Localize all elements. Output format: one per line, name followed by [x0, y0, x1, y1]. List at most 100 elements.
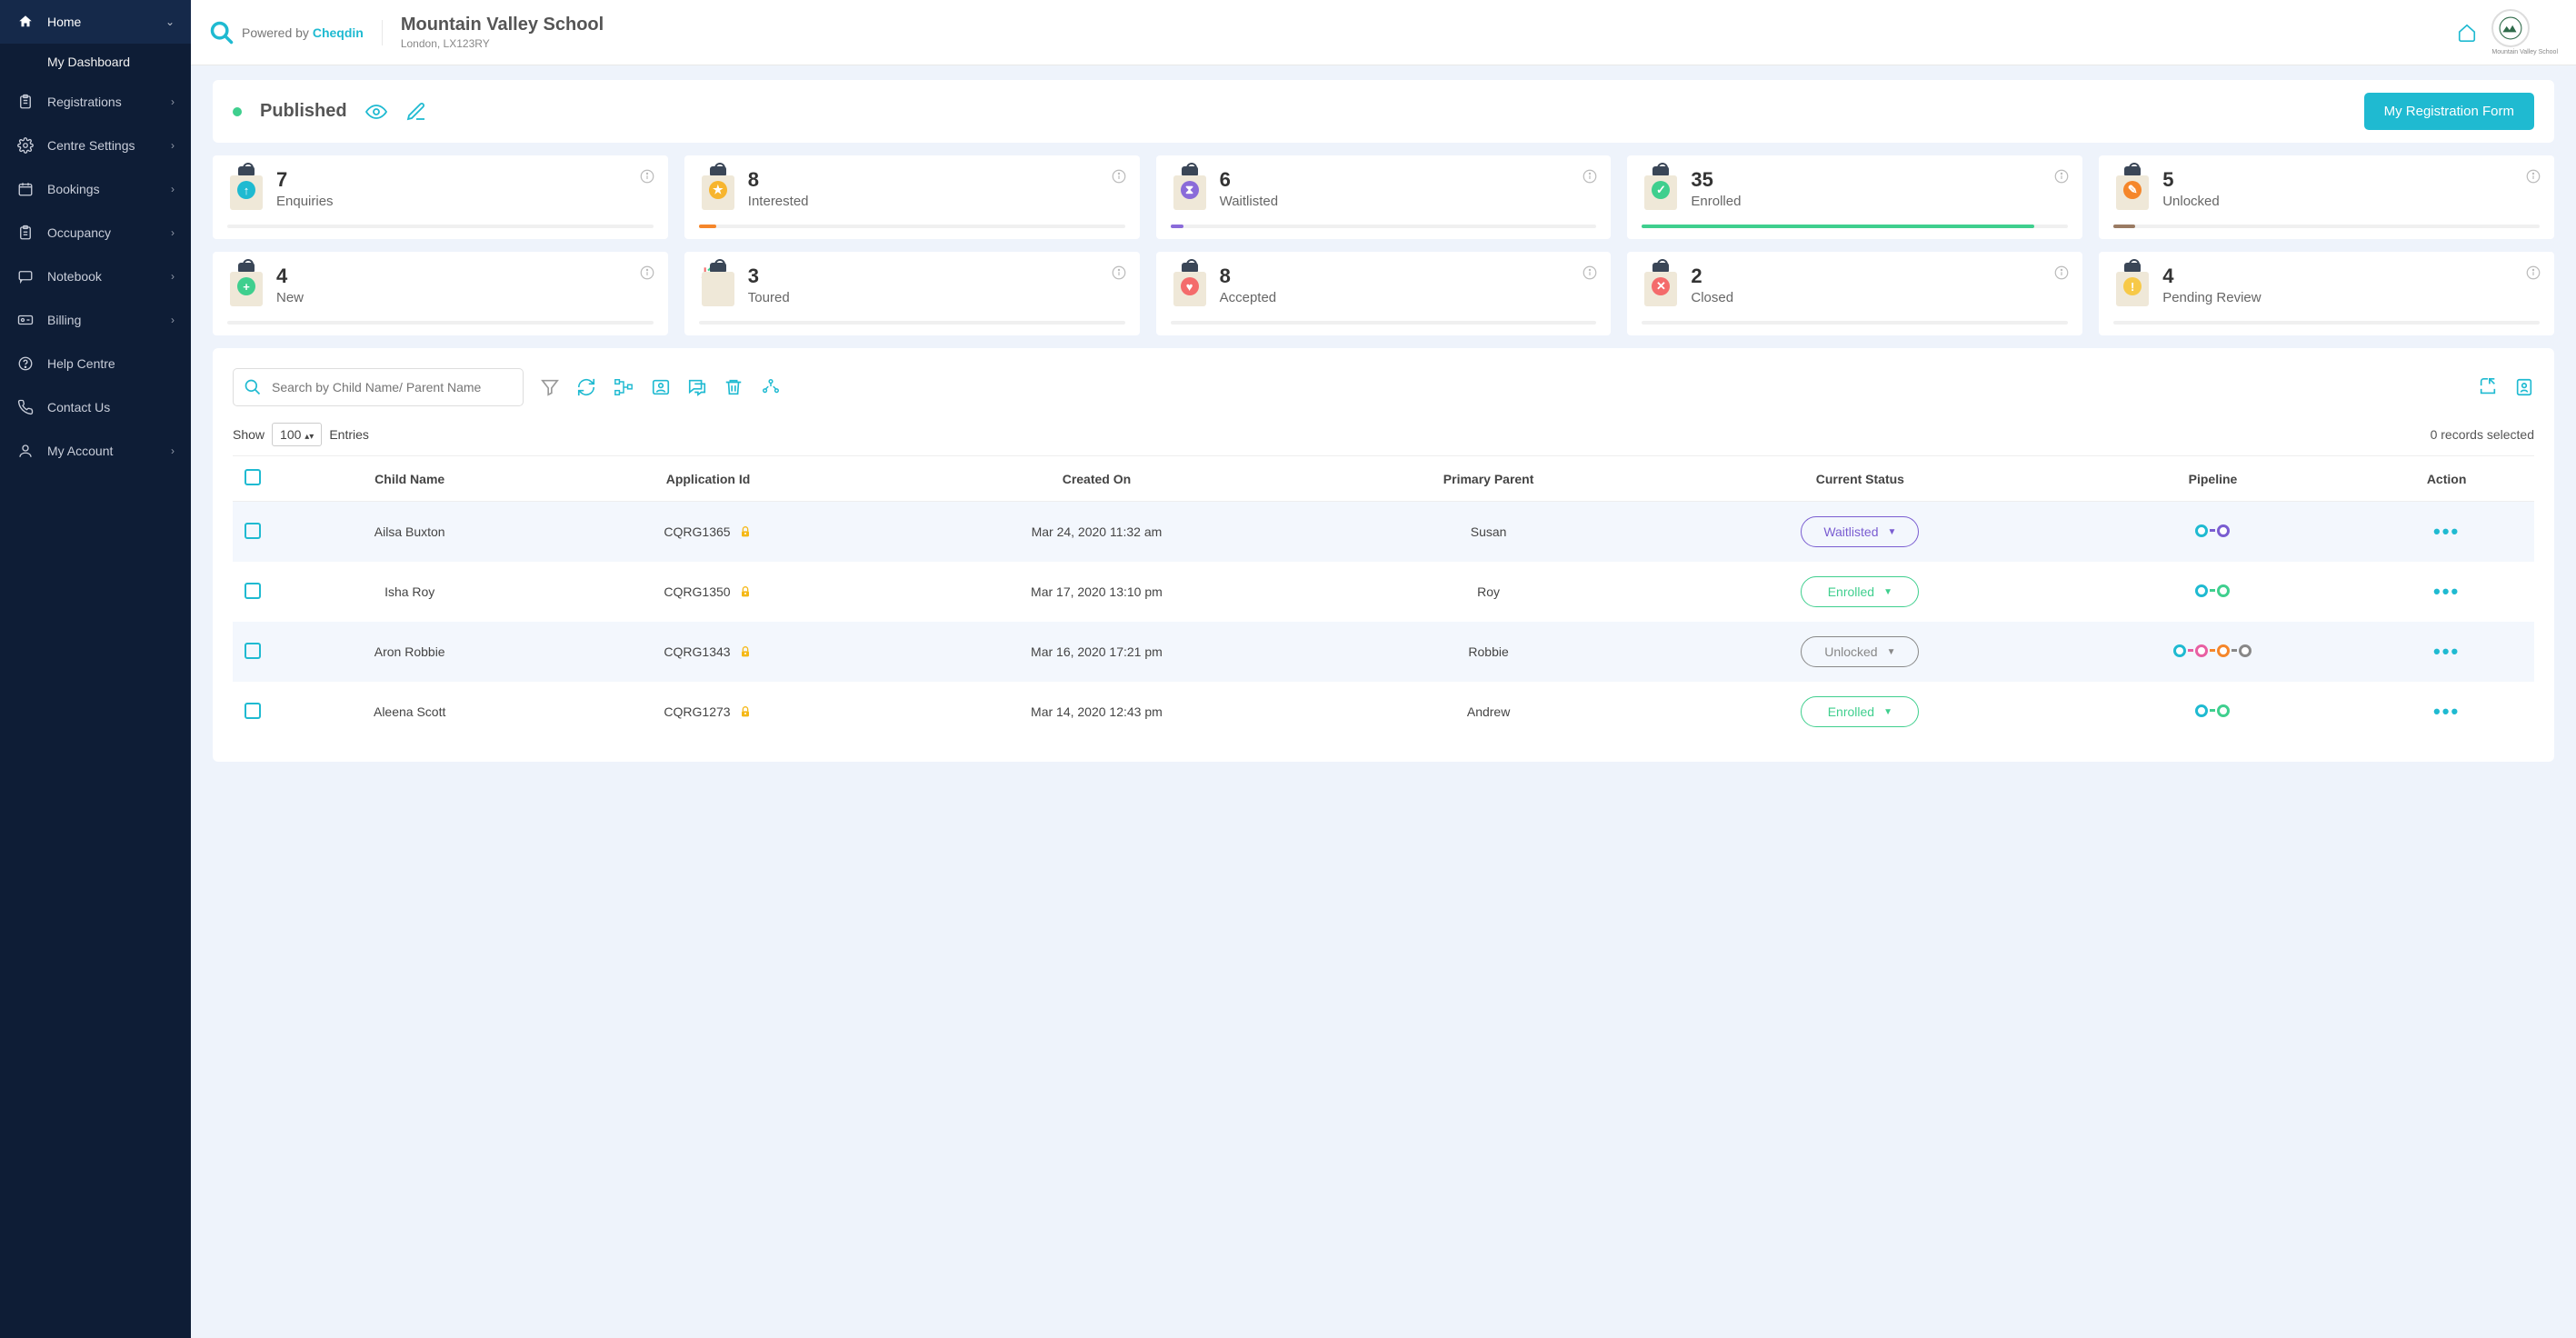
stat-count: 3 — [748, 265, 790, 288]
stat-count: 2 — [1691, 265, 1733, 288]
sidebar-item-help-centre[interactable]: Help Centre — [0, 342, 191, 385]
sidebar-item-label: Bookings — [47, 182, 100, 196]
profile-icon[interactable] — [2514, 377, 2534, 397]
sidebar-item-bookings[interactable]: Bookings › — [0, 167, 191, 211]
row-actions-button[interactable]: ••• — [2433, 580, 2460, 603]
pipeline-indicator[interactable] — [2195, 704, 2230, 717]
sidebar-item-centre-settings[interactable]: Centre Settings› — [0, 124, 191, 167]
child-name: Aron Robbie — [273, 622, 546, 682]
edit-icon[interactable] — [405, 101, 427, 123]
published-label: Published — [260, 101, 347, 122]
table-row: Aleena Scott CQRG1273 Mar 14, 2020 12:43… — [233, 682, 2534, 742]
sidebar-item-notebook[interactable]: Notebook› — [0, 255, 191, 298]
lock-icon — [738, 704, 753, 719]
info-icon[interactable] — [1111, 168, 1127, 185]
chevron-icon: › — [171, 139, 175, 152]
primary-parent: Roy — [1323, 562, 1653, 622]
stat-card-pending-review[interactable]: ! 4 Pending Review — [2099, 252, 2554, 335]
chevron-icon: › — [171, 444, 175, 457]
row-checkbox[interactable] — [245, 643, 261, 659]
view-icon[interactable] — [365, 101, 387, 123]
sidebar: Home⌄My DashboardRegistrations›Centre Se… — [0, 0, 191, 1338]
registration-form-button[interactable]: My Registration Form — [2364, 93, 2534, 130]
info-icon[interactable] — [1111, 265, 1127, 281]
created-on: Mar 24, 2020 11:32 am — [870, 502, 1324, 563]
primary-parent: Andrew — [1323, 682, 1653, 742]
chat-icon[interactable] — [687, 377, 707, 397]
flow-icon[interactable] — [613, 377, 634, 397]
delete-icon[interactable] — [724, 377, 744, 397]
stat-label: Unlocked — [2162, 194, 2220, 209]
application-id: CQRG1273 — [664, 704, 730, 719]
group-icon[interactable] — [760, 377, 782, 397]
school-logo[interactable]: Mountain Valley School — [2491, 9, 2558, 55]
status-select[interactable]: Waitlisted▼ — [1801, 516, 1919, 547]
status-select[interactable]: Enrolled▼ — [1801, 696, 1919, 727]
sidebar-item-label: Notebook — [47, 269, 102, 284]
row-actions-button[interactable]: ••• — [2433, 700, 2460, 723]
stat-card-new[interactable]: + 4 New — [213, 252, 668, 335]
sidebar-item-home[interactable]: Home⌄ — [0, 0, 191, 44]
info-icon[interactable] — [639, 265, 655, 281]
row-actions-button[interactable]: ••• — [2433, 520, 2460, 543]
status-select[interactable]: Unlocked▼ — [1801, 636, 1919, 667]
info-icon[interactable] — [2053, 168, 2070, 185]
entries-select[interactable]: 100 ▴▾ — [272, 423, 322, 446]
sidebar-item-occupancy[interactable]: Occupancy› — [0, 211, 191, 255]
chevron-icon: › — [171, 226, 175, 239]
topbar: Powered by Cheqdin Mountain Valley Schoo… — [191, 0, 2576, 65]
refresh-icon[interactable] — [576, 377, 596, 397]
stat-card-enquiries[interactable]: ↑ 7 Enquiries — [213, 155, 668, 239]
sidebar-item-my-account[interactable]: My Account› — [0, 429, 191, 473]
school-location: London, LX123RY — [401, 37, 604, 50]
primary-parent: Susan — [1323, 502, 1653, 563]
sidebar-item-label: Help Centre — [47, 356, 115, 371]
pipeline-indicator[interactable] — [2173, 644, 2252, 657]
info-icon[interactable] — [2053, 265, 2070, 281]
pipeline-indicator[interactable] — [2195, 584, 2230, 597]
stats-cards-row-1: ↑ 7 Enquiries ★ 8 Interested ⧗ 6 Waitlis… — [213, 155, 2554, 239]
published-row: Published My Registration Form — [213, 80, 2554, 143]
sidebar-item-label: Home — [47, 15, 81, 29]
lock-icon — [738, 584, 753, 599]
sidebar-sub-dashboard[interactable]: My Dashboard — [0, 44, 191, 80]
status-select[interactable]: Enrolled▼ — [1801, 576, 1919, 607]
topbar-home-icon[interactable] — [2457, 23, 2477, 43]
row-actions-button[interactable]: ••• — [2433, 640, 2460, 663]
table-header: Current Status — [1653, 456, 2067, 502]
table-header: Primary Parent — [1323, 456, 1653, 502]
sidebar-item-contact-us[interactable]: Contact Us — [0, 385, 191, 429]
info-icon[interactable] — [639, 168, 655, 185]
stat-label: Enquiries — [276, 194, 334, 209]
search-input[interactable] — [233, 368, 524, 406]
info-icon[interactable] — [1582, 168, 1598, 185]
sidebar-item-billing[interactable]: Billing› — [0, 298, 191, 342]
info-icon[interactable] — [1582, 265, 1598, 281]
stat-card-waitlisted[interactable]: ⧗ 6 Waitlisted — [1156, 155, 1612, 239]
row-checkbox[interactable] — [245, 583, 261, 599]
stat-count: 35 — [1691, 168, 1741, 192]
brand: Powered by Cheqdin — [209, 20, 383, 45]
stat-card-enrolled[interactable]: ✓ 35 Enrolled — [1627, 155, 2082, 239]
stat-card-unlocked[interactable]: ✎ 5 Unlocked — [2099, 155, 2554, 239]
stat-card-accepted[interactable]: ♥ 8 Accepted — [1156, 252, 1612, 335]
registrations-table: Child NameApplication IdCreated OnPrimar… — [233, 455, 2534, 742]
stat-label: Accepted — [1220, 290, 1277, 305]
row-checkbox[interactable] — [245, 523, 261, 539]
user-card-icon[interactable] — [651, 377, 671, 397]
export-icon[interactable] — [2478, 377, 2498, 397]
filter-icon[interactable] — [540, 377, 560, 397]
search-icon — [244, 378, 262, 396]
row-checkbox[interactable] — [245, 703, 261, 719]
info-icon[interactable] — [2525, 265, 2541, 281]
chevron-icon: › — [171, 183, 175, 195]
stat-card-interested[interactable]: ★ 8 Interested — [684, 155, 1140, 239]
select-all-checkbox[interactable] — [245, 469, 261, 485]
sidebar-item-registrations[interactable]: Registrations› — [0, 80, 191, 124]
pipeline-indicator[interactable] — [2195, 524, 2230, 537]
user-icon — [16, 442, 35, 460]
stat-card-closed[interactable]: ✕ 2 Closed — [1627, 252, 2082, 335]
stat-card-toured[interactable]: 3 Toured — [684, 252, 1140, 335]
info-icon[interactable] — [2525, 168, 2541, 185]
application-id: CQRG1343 — [664, 644, 730, 659]
